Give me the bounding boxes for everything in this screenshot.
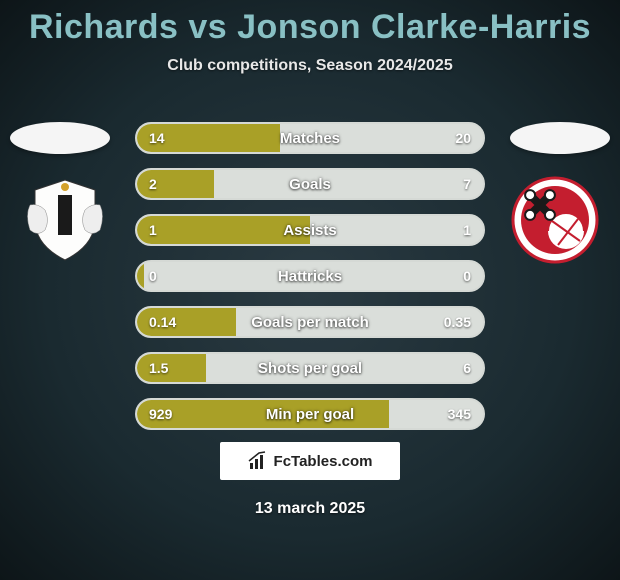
chart-icon [248,451,268,471]
stat-fill-left [137,308,236,336]
stat-value-right: 20 [455,124,471,152]
stat-value-right: 7 [463,170,471,198]
brand-text: FcTables.com [274,453,373,470]
club-logo-left [20,175,110,265]
stat-value-right: 0 [463,262,471,290]
stat-value-left: 0 [149,262,157,290]
stat-fill-left [137,262,144,290]
stat-bar: 929Min per goal345 [135,398,485,430]
page-subtitle: Club competitions, Season 2024/2025 [0,57,620,75]
stat-fill-left [137,216,310,244]
stats-container: 14Matches20 2Goals7 1Assists1 0Hattricks0 0.… [135,122,485,444]
stat-fill-left [137,170,214,198]
player-badge-right [510,122,610,154]
stat-bar: 0.14Goals per match0.35 [135,306,485,338]
stat-bar: 2Goals7 [135,168,485,200]
stat-label: Hattricks [137,262,483,290]
stat-value-right: 0.35 [444,308,471,336]
stat-bar: 14Matches20 [135,122,485,154]
stat-bar: 1.5Shots per goal6 [135,352,485,384]
stat-value-right: 345 [448,400,471,428]
player-badge-left [10,122,110,154]
brand-logo: FcTables.com [220,442,400,480]
stat-bar: 0Hattricks0 [135,260,485,292]
stat-fill-left [137,124,280,152]
stat-value-right: 6 [463,354,471,382]
club-logo-right [510,175,600,265]
stat-fill-left [137,354,206,382]
stat-fill-left [137,400,389,428]
footer-date: 13 march 2025 [0,500,620,518]
stat-value-right: 1 [463,216,471,244]
stat-bar: 1Assists1 [135,214,485,246]
page-title: Richards vs Jonson Clarke-Harris [0,0,620,47]
